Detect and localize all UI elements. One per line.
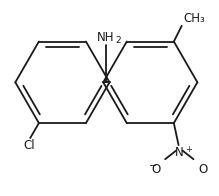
Text: O: O	[198, 163, 208, 176]
Text: CH₃: CH₃	[183, 12, 205, 25]
Text: N: N	[175, 146, 184, 159]
Text: Cl: Cl	[24, 139, 35, 152]
Text: NH: NH	[97, 31, 114, 44]
Text: +: +	[185, 145, 192, 154]
Text: O: O	[151, 163, 160, 176]
Text: 2: 2	[115, 36, 121, 45]
Text: −: −	[149, 161, 157, 171]
